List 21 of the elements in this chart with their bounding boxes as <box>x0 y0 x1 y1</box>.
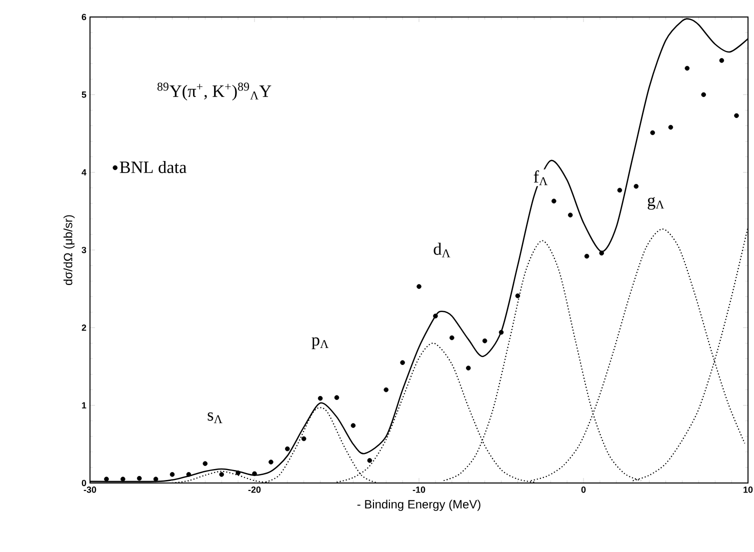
x-tick-label: -30 <box>84 486 96 493</box>
y-tick-label: 5 <box>82 92 86 98</box>
y-axis-title: dσ/dΩ (μb/sr) <box>64 215 75 286</box>
y-tick-label: 0 <box>82 480 86 486</box>
x-tick-label: -20 <box>248 486 261 493</box>
y-tick-label: 1 <box>82 402 86 408</box>
x-tick-label: 0 <box>581 486 586 493</box>
text: $^{89}$Y(π$^{+}$, K$^{+}$)$^{89}$$_{Λ}$Y <box>157 82 272 100</box>
x-tick-label: -10 <box>412 486 426 493</box>
annotation: d$_{Λ}$ <box>434 242 450 258</box>
legend-label: BNL data <box>120 160 186 174</box>
y-tick-label: 2 <box>82 324 86 331</box>
y-tick-label: 3 <box>82 246 86 254</box>
x-tick-label: 10 <box>744 486 753 493</box>
annotation: f$_{Λ}$ <box>534 170 548 186</box>
y-tick-label: 4 <box>82 169 86 176</box>
annotation: s$_{Λ}$ <box>208 412 222 424</box>
y-tick-label: 6 <box>82 14 86 20</box>
annotation: g$_{Λ}$ <box>648 197 664 210</box>
annotation: p$_{Λ}$ <box>312 337 329 350</box>
x-axis-title: - Binding Energy (MeV) <box>357 500 480 511</box>
